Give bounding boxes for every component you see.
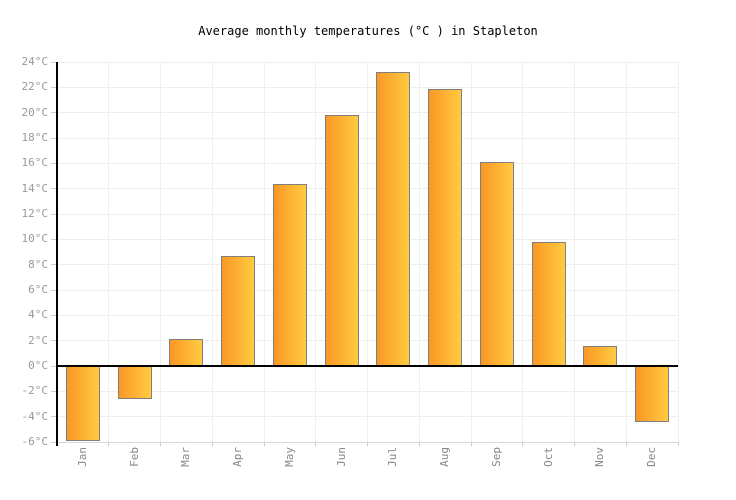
x-tick xyxy=(108,442,110,446)
v-gridline xyxy=(108,62,110,442)
y-tick xyxy=(51,86,56,88)
v-gridline xyxy=(677,62,679,442)
x-tick xyxy=(263,442,265,446)
bar-may xyxy=(272,183,307,367)
bar-nov xyxy=(583,345,618,367)
bar-jun xyxy=(324,115,359,367)
y-tick xyxy=(51,365,56,367)
x-tick xyxy=(625,442,627,446)
y-tick-label: -6°C xyxy=(21,435,49,448)
y-tick xyxy=(51,289,56,291)
bar-jul xyxy=(376,72,411,367)
month-label-text: Jul xyxy=(386,447,400,467)
y-tick-label: 22°C xyxy=(21,80,49,94)
y-tick-label: -2°C xyxy=(21,384,49,398)
v-gridline xyxy=(160,62,161,442)
y-tick xyxy=(51,416,56,418)
v-gridline xyxy=(574,62,575,442)
month-label-oct: Oct xyxy=(542,447,555,467)
y-tick xyxy=(51,137,56,139)
x-tick xyxy=(418,442,420,446)
month-label-text: Aug xyxy=(438,447,452,467)
v-gridline xyxy=(418,62,420,442)
y-tick-label: 16°C xyxy=(21,156,49,170)
v-gridline xyxy=(470,62,472,442)
x-tick xyxy=(367,442,368,446)
y-tick-label: 6°C xyxy=(28,283,48,296)
x-tick xyxy=(574,442,575,446)
x-tick xyxy=(160,442,161,446)
y-tick-label: -4°C xyxy=(21,409,49,423)
v-gridline xyxy=(315,62,317,442)
x-tick xyxy=(315,442,317,446)
y-tick-label: 24°C xyxy=(21,55,49,68)
y-tick xyxy=(51,162,56,164)
bar-apr xyxy=(221,255,256,367)
y-tick xyxy=(51,238,56,240)
month-label-text: Mar xyxy=(179,447,193,467)
month-label-text: Sep xyxy=(489,447,503,467)
y-tick xyxy=(51,314,56,316)
y-tick xyxy=(51,264,56,266)
v-gridline xyxy=(367,62,368,442)
month-label-text: Feb xyxy=(127,447,141,467)
bar-feb xyxy=(117,365,152,399)
y-tick-label: 12°C xyxy=(21,207,49,220)
month-label-text: May xyxy=(282,447,296,467)
y-axis-line xyxy=(56,62,58,446)
month-label-jul: Jul xyxy=(386,447,399,467)
month-label-may: May xyxy=(283,447,296,467)
month-label-mar: Mar xyxy=(179,447,192,467)
bar-dec xyxy=(635,365,670,422)
y-tick-label: 0°C xyxy=(28,359,48,372)
y-tick xyxy=(51,188,56,190)
x-tick xyxy=(470,442,472,446)
v-gridline xyxy=(263,62,265,442)
month-label-text: Oct xyxy=(541,447,555,467)
month-label-apr: Apr xyxy=(231,447,244,467)
y-tick xyxy=(51,340,56,342)
v-gridline xyxy=(522,62,524,442)
y-tick xyxy=(51,390,56,392)
month-label-text: Nov xyxy=(593,447,607,467)
y-tick-label: 2°C xyxy=(28,333,48,347)
x-tick xyxy=(211,442,213,446)
chart-title: Average monthly temperatures (°C ) in St… xyxy=(198,24,538,38)
month-label-text: Apr xyxy=(231,447,245,467)
month-label-text: Jun xyxy=(334,447,348,467)
month-label-dec: Dec xyxy=(645,447,658,467)
month-label-jan: Jan xyxy=(76,447,89,467)
month-label-nov: Nov xyxy=(593,447,606,467)
x-tick xyxy=(522,442,524,446)
bar-jan xyxy=(65,365,100,441)
month-label-text: Dec xyxy=(645,447,659,467)
y-tick xyxy=(51,441,56,443)
v-gridline xyxy=(625,62,627,442)
bar-aug xyxy=(428,88,463,367)
month-label-aug: Aug xyxy=(438,447,451,467)
y-tick-label: 10°C xyxy=(21,232,49,246)
y-tick-label: 14°C xyxy=(21,181,49,195)
v-gridline xyxy=(211,62,213,442)
y-tick xyxy=(51,61,56,63)
y-tick xyxy=(51,213,56,215)
bar-mar xyxy=(169,339,204,367)
month-label-sep: Sep xyxy=(490,447,503,467)
month-label-feb: Feb xyxy=(128,447,141,467)
x-tick xyxy=(677,442,679,446)
y-tick-label: 18°C xyxy=(21,131,49,144)
y-tick-label: 4°C xyxy=(28,308,48,322)
y-tick-label: 20°C xyxy=(21,105,49,119)
y-tick-label: 8°C xyxy=(28,257,48,271)
bar-sep xyxy=(479,162,514,367)
y-tick xyxy=(51,112,56,114)
zero-axis-line xyxy=(57,365,678,367)
month-label-text: Jan xyxy=(75,447,89,467)
month-label-jun: Jun xyxy=(335,447,348,467)
bar-oct xyxy=(531,241,566,367)
